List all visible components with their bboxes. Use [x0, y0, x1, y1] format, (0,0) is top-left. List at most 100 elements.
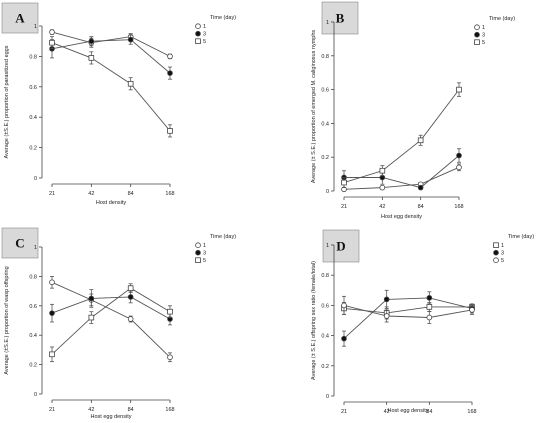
series-5 [341, 82, 462, 189]
legend-marker [493, 257, 499, 264]
y-tick-label: 0.6 [29, 304, 37, 310]
data-point [426, 314, 433, 321]
legend-label: 5 [203, 258, 206, 264]
legend-label: 1 [203, 24, 206, 30]
y-tick-label: 0.4 [29, 333, 37, 339]
legend-marker [195, 23, 201, 30]
data-point [127, 36, 134, 43]
legend-label: 1 [203, 243, 206, 249]
y-tick-label: 0 [326, 189, 329, 195]
panel-label: C [15, 236, 24, 251]
y-tick-label: 0.6 [321, 303, 329, 309]
x-tick-label: 21 [49, 191, 55, 197]
y-axis-label: Average (±S.E.) proportion of wasp offsp… [4, 266, 10, 374]
data-point [417, 137, 424, 144]
panel-label: B [336, 11, 345, 26]
y-tick-label: 0.8 [29, 54, 37, 60]
legend-title: Time (day) [489, 16, 515, 22]
data-point [341, 179, 347, 186]
legend-marker [493, 242, 499, 249]
panel-label-box [1, 2, 39, 34]
y-tick-label: 0 [34, 176, 37, 182]
y-tick-label: 0.2 [321, 364, 329, 370]
legend-label: 5 [501, 258, 504, 264]
y-tick-label: 1 [34, 24, 37, 30]
x-axis-label: Host density [96, 200, 127, 206]
data-point [167, 128, 173, 134]
data-point [127, 294, 134, 300]
series-3 [49, 34, 173, 80]
panel-c: C 0 0.2 0.4 0.6 0.8 1 21 42 84 168 Average (±S.E.) … [1, 227, 236, 420]
series-5 [49, 36, 173, 138]
y-axis-label: Average (± S.E.) proportion of emerged M… [311, 30, 317, 184]
y-tick-label: 0.6 [321, 88, 329, 94]
data-point [49, 29, 55, 35]
x-tick-label: 168 [454, 204, 463, 210]
y-tick-label: 0.8 [321, 54, 329, 60]
legend: Time (day) 1 35 [195, 234, 236, 264]
series-line [51, 281, 171, 358]
series-line [51, 42, 171, 132]
data-point [127, 80, 134, 87]
legend: Time (day) 1 35 [474, 16, 515, 46]
y-tick-label: 0.8 [29, 274, 37, 280]
legend: Time (day) 1 35 [493, 234, 534, 264]
data-point [456, 86, 462, 93]
y-tick-label: 0.2 [321, 155, 329, 161]
legend-marker [195, 257, 201, 263]
legend-marker [474, 39, 480, 45]
data-point [341, 302, 347, 309]
panel-a: A 0 0.2 0.4 0.6 0.8 1 21 42 84 168 Average (±S.E.) … [1, 2, 236, 206]
series-line [343, 89, 460, 184]
data-point [88, 38, 95, 44]
legend-label: 3 [203, 32, 206, 38]
data-point [426, 304, 433, 310]
data-point [341, 335, 347, 342]
data-point [167, 70, 173, 76]
data-point [379, 167, 386, 174]
legend-title: Time (day) [210, 234, 236, 240]
legend-label: 1 [501, 243, 504, 249]
data-point [417, 184, 424, 191]
x-tick-label: 42 [88, 407, 94, 413]
data-point [167, 308, 173, 315]
legend-label: 3 [482, 33, 485, 39]
data-point [49, 351, 55, 358]
data-point [456, 164, 462, 171]
x-tick-label: 21 [341, 204, 347, 210]
data-point [88, 55, 95, 61]
data-point [49, 279, 55, 286]
data-point [456, 152, 462, 159]
data-point [49, 39, 55, 46]
panel-label: D [336, 239, 345, 254]
x-tick-label: 21 [49, 407, 55, 413]
series-line [51, 296, 171, 320]
series-3 [49, 289, 173, 326]
y-tick-label: 0.4 [321, 121, 329, 127]
series-line [51, 39, 171, 74]
x-tick-label: 84 [128, 191, 134, 197]
legend-marker [195, 30, 201, 37]
series-1 [49, 275, 173, 363]
y-tick-label: 1 [34, 245, 37, 251]
data-point [383, 296, 390, 303]
legend-label: 3 [501, 251, 504, 257]
x-tick-label: 168 [467, 409, 476, 415]
y-tick-label: 0.4 [29, 115, 37, 121]
legend-marker [493, 249, 499, 256]
y-tick-label: 0.4 [321, 334, 329, 340]
y-tick-label: 0.6 [29, 85, 37, 91]
y-tick-label: 1 [326, 243, 329, 249]
series-1 [49, 29, 173, 60]
data-point [383, 313, 390, 319]
series-line [344, 155, 460, 189]
legend: Time (day) 1 35 [195, 15, 236, 45]
panel-label: A [15, 11, 25, 26]
data-point [127, 316, 134, 322]
series-5 [341, 295, 475, 324]
legend-marker [474, 31, 480, 38]
x-axis-label: Host egg density [388, 408, 429, 414]
panel-b: B 0 0.2 0.4 0.6 0.8 1 21 42 84 168 Average (± S.E.)… [311, 1, 515, 220]
legend-label: 3 [203, 251, 206, 257]
x-tick-label: 168 [165, 407, 174, 413]
